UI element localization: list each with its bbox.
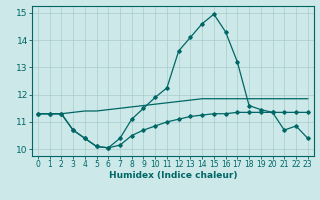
X-axis label: Humidex (Indice chaleur): Humidex (Indice chaleur) [108,171,237,180]
